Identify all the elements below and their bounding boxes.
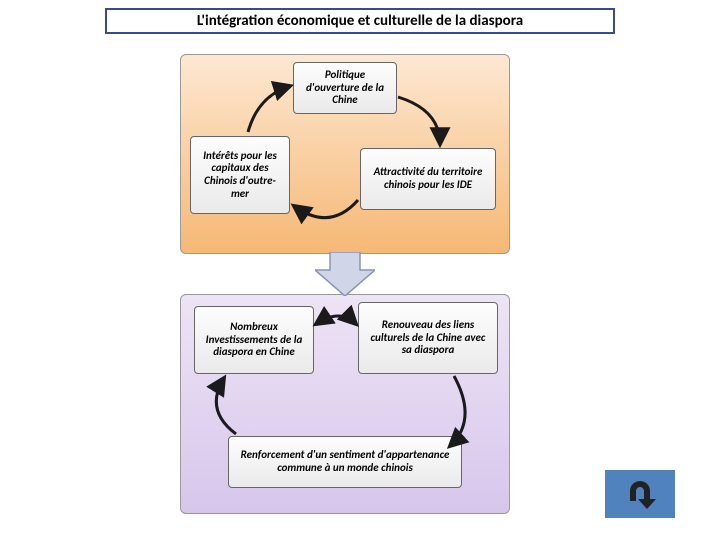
node-attractivite-ide: Attractivité du territoire chinois pour … bbox=[360, 148, 496, 210]
panel-connector-arrow bbox=[315, 252, 375, 296]
return-button[interactable] bbox=[605, 470, 675, 518]
node-renforcement-appartenance: Renforcement d'un sentiment d'appartenan… bbox=[228, 436, 462, 488]
u-turn-icon bbox=[618, 479, 662, 509]
node-renouveau-liens: Renouveau des liens culturels de la Chin… bbox=[358, 302, 498, 374]
node-investissements-diaspora: Nombreux Investissements de la diaspora … bbox=[194, 306, 314, 374]
node-interets-capitaux: Intérêts pour les capitaux des Chinois d… bbox=[190, 136, 290, 214]
node-politique-ouverture: Politique d'ouverture de la Chine bbox=[293, 62, 397, 114]
page-title: L'intégration économique et culturelle d… bbox=[105, 8, 615, 34]
